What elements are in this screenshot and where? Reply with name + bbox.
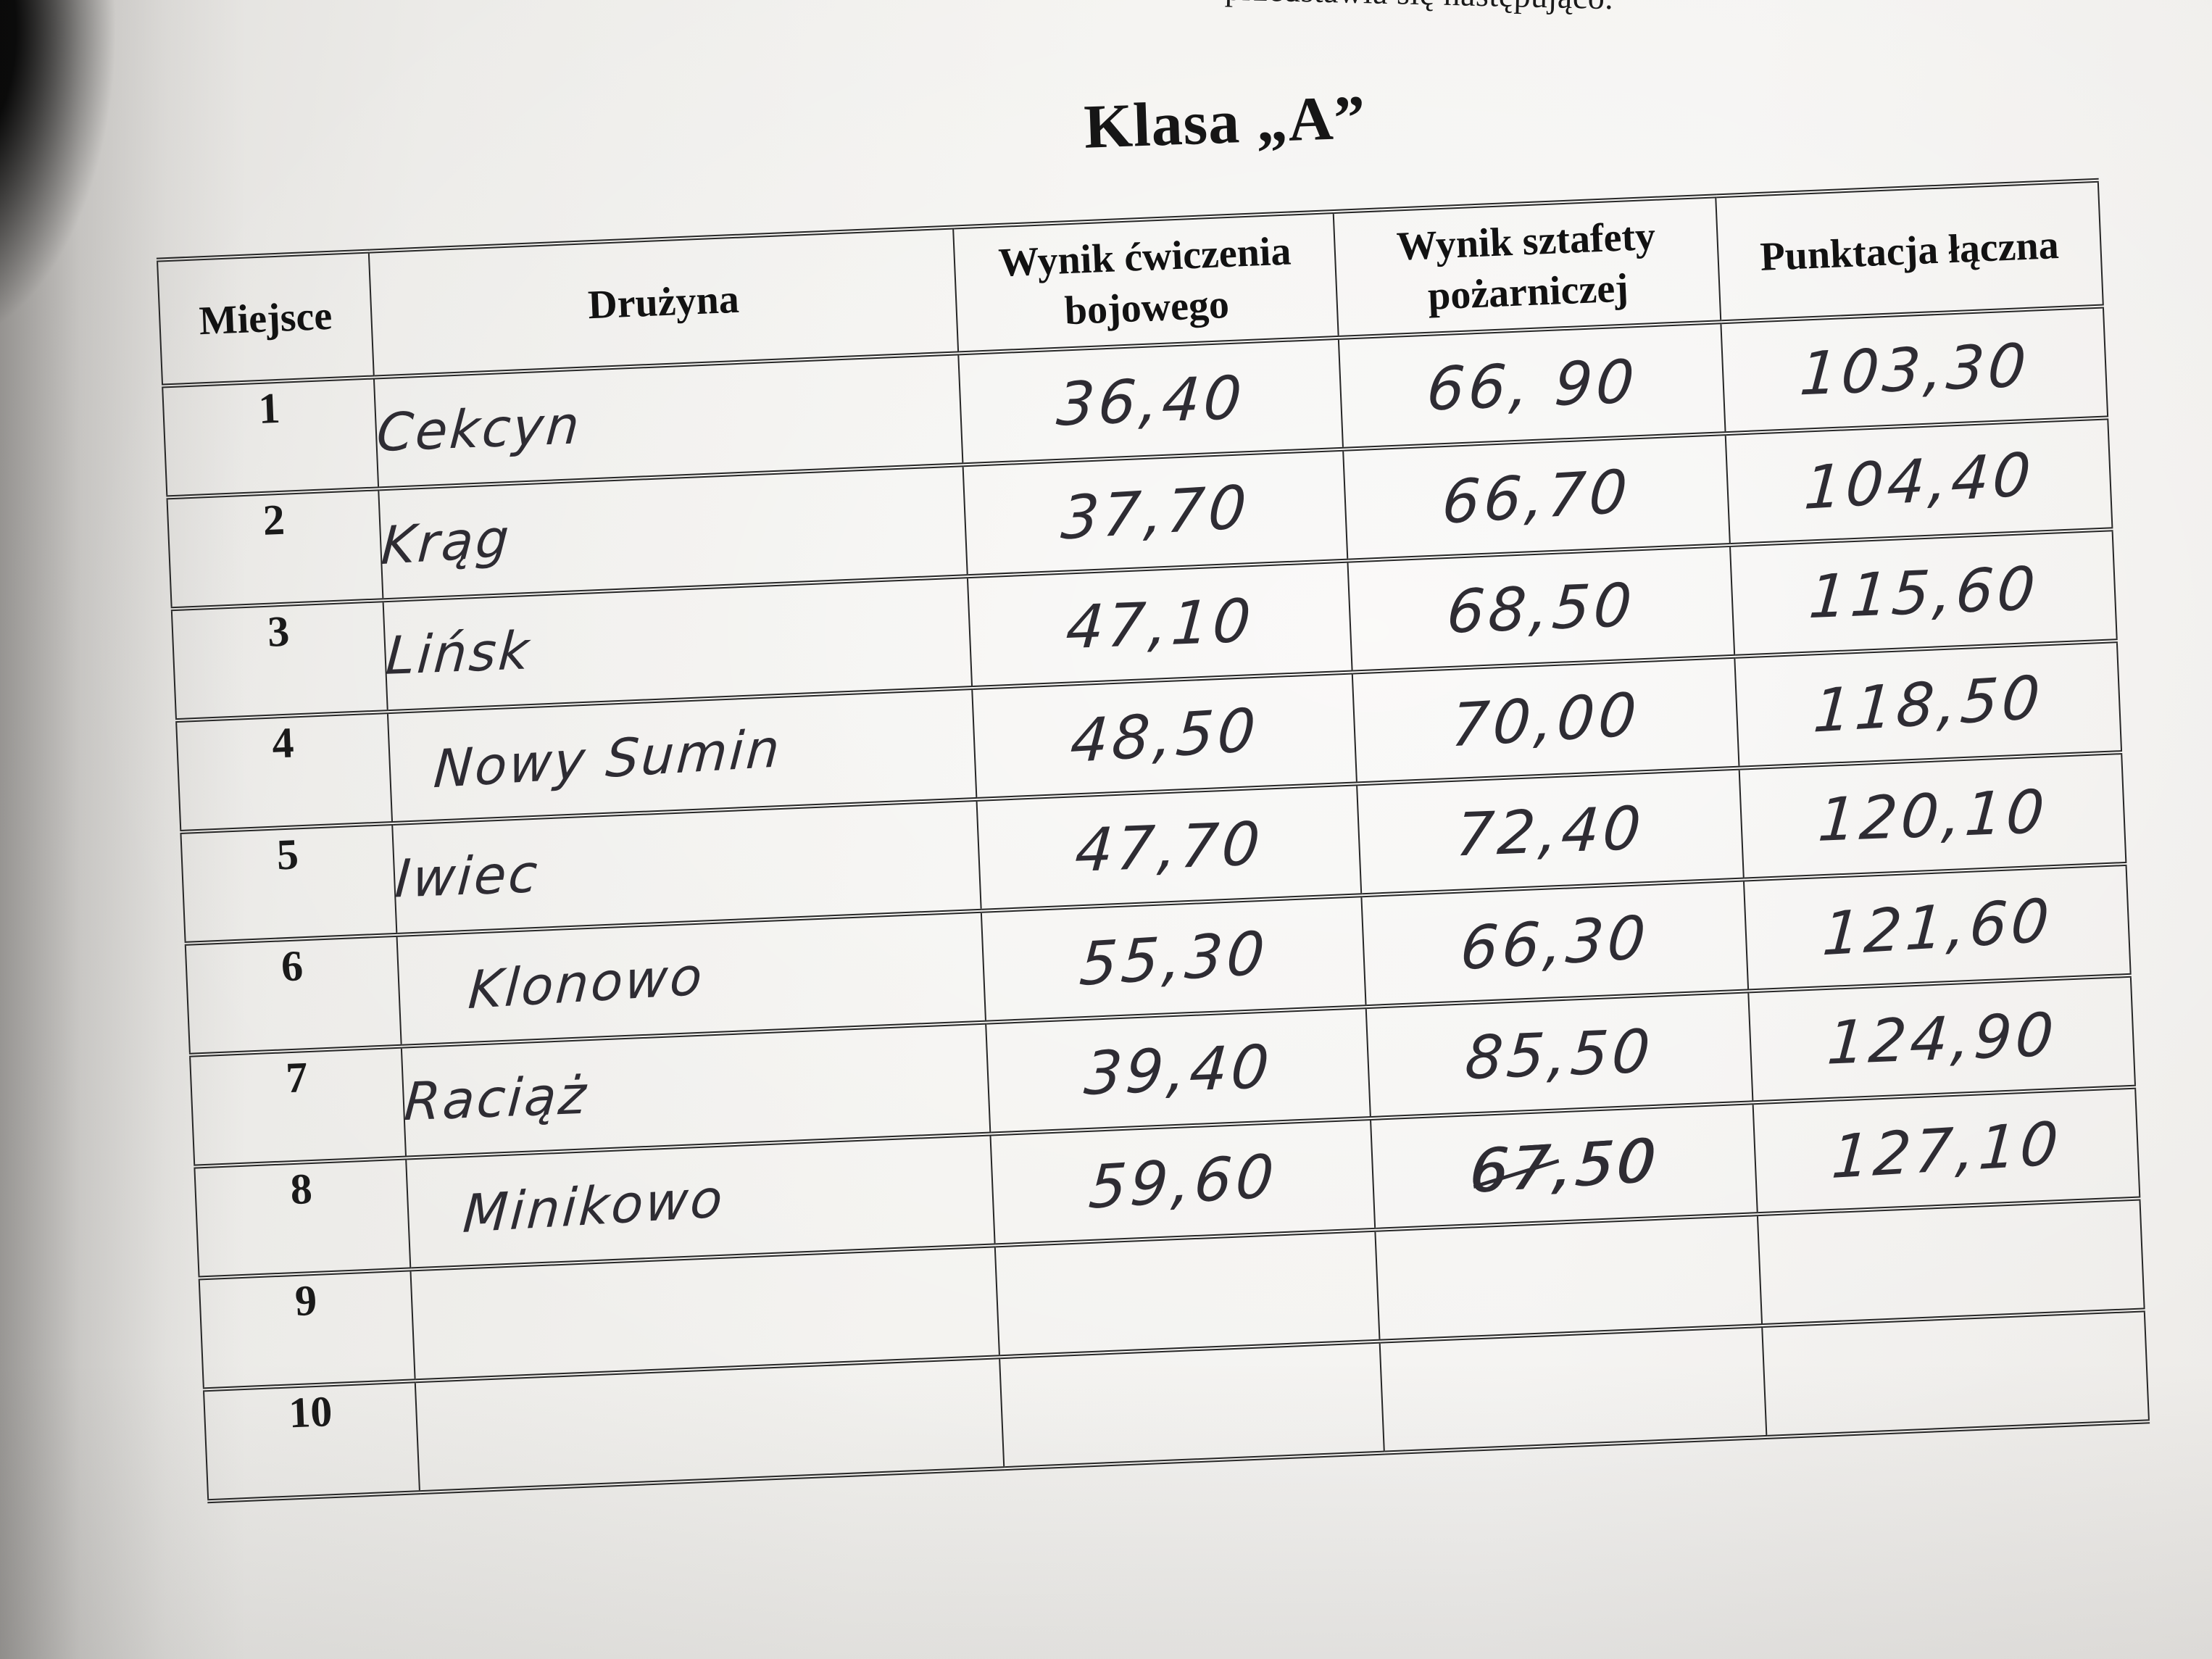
combat-score-handwritten: 55,30 <box>1077 918 1271 999</box>
relay-score-handwritten: 66,70 <box>1440 457 1633 538</box>
place-number: 9 <box>199 1269 415 1390</box>
place-number: 3 <box>171 600 388 721</box>
relay-score-handwritten: 66,30 <box>1458 902 1652 984</box>
relay-score-handwritten: 66, 90 <box>1424 346 1640 425</box>
combat-score-handwritten: 36,40 <box>1054 363 1247 440</box>
place-number: 2 <box>167 488 383 610</box>
team-name-handwritten: Minikowo <box>461 1168 727 1245</box>
place-number: 7 <box>190 1046 407 1167</box>
results-table: Miejsce Drużyna Wynik ćwiczenia bojowego… <box>157 178 2150 1504</box>
relay-score-handwritten: 85,50 <box>1463 1016 1656 1093</box>
results-table-wrapper: Miejsce Drużyna Wynik ćwiczenia bojowego… <box>157 178 2150 1504</box>
total-score-handwritten: 118,50 <box>1810 662 2045 747</box>
place-number: 5 <box>180 823 397 944</box>
total-score-handwritten: 124,90 <box>1824 999 2059 1078</box>
combat-score-handwritten: 47,70 <box>1072 809 1265 886</box>
col-header-wynik-cwiczenia: Wynik ćwiczenia bojowego <box>953 212 1339 354</box>
col-header-punktacja: Punktacja łączna <box>1716 180 2103 323</box>
team-name-handwritten: Raciąż <box>402 1064 591 1133</box>
combat-score-handwritten: 37,70 <box>1059 472 1252 553</box>
team-name-handwritten: Klonowo <box>466 945 706 1021</box>
team-name-handwritten: Lińsk <box>383 620 533 686</box>
combat-score-handwritten: 48,50 <box>1068 695 1261 776</box>
combat-score-handwritten: 59,60 <box>1086 1142 1279 1223</box>
total-score-handwritten: 103,30 <box>1797 330 2032 409</box>
team-name-handwritten: Cekcyn <box>375 394 583 464</box>
total-score-handwritten: 104,40 <box>1802 440 2037 523</box>
total-score-handwritten: 121,60 <box>1820 886 2055 969</box>
combat-score-handwritten: 47,10 <box>1063 586 1257 662</box>
col-header-druzyna: Drużyna <box>368 227 959 378</box>
total-score-handwritten: 115,60 <box>1806 554 2041 632</box>
place-number: 1 <box>162 377 379 498</box>
place-number: 10 <box>203 1381 420 1502</box>
cut-off-top-text: przedstawia się następująco. <box>1224 0 1613 16</box>
team-name-handwritten: Nowy Sumin <box>431 718 783 800</box>
team-name-handwritten: Krąg <box>379 507 513 577</box>
relay-score-handwritten: 72,40 <box>1454 793 1647 870</box>
place-number: 6 <box>185 934 402 1055</box>
relay-score-handwritten: 68,50 <box>1444 570 1638 647</box>
total-score-handwritten: 127,10 <box>1829 1109 2063 1192</box>
place-number: 4 <box>176 712 393 832</box>
relay-score-handwritten-overwritten: 67,50 <box>1467 1126 1660 1207</box>
relay-score-handwritten: 70,00 <box>1449 680 1642 761</box>
total-score-handwritten: 120,10 <box>1815 777 2050 855</box>
col-header-wynik-sztafety: Wynik sztafety pożarniczej <box>1333 196 1721 338</box>
col-header-miejsce: Miejsce <box>157 251 374 386</box>
team-name-handwritten: Iwiec <box>393 842 541 910</box>
combat-score-handwritten: 39,40 <box>1081 1032 1275 1109</box>
place-number: 8 <box>194 1157 411 1278</box>
document-title: Klasa „A” <box>1083 82 1367 162</box>
